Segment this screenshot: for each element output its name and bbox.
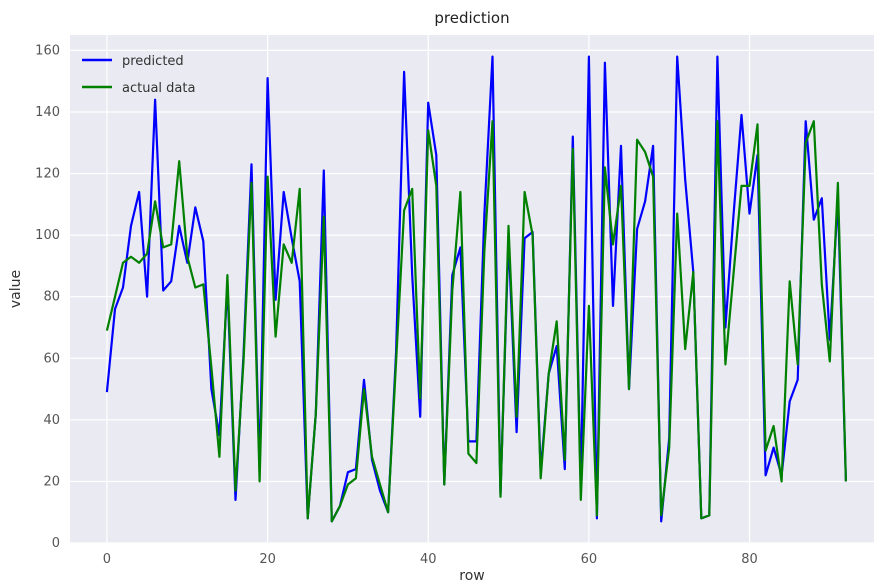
legend: predicted actual data [82, 54, 195, 96]
y-tick-label: 80 [43, 290, 60, 305]
x-tick-label: 60 [581, 552, 598, 567]
x-tick-label: 20 [259, 552, 276, 567]
y-tick-label: 20 [43, 474, 60, 489]
legend-label: predicted [122, 54, 184, 69]
y-tick-label: 0 [52, 536, 60, 551]
x-tick-label: 80 [741, 552, 758, 567]
y-axis-ticks: 0 20 40 60 80 100 120 140 160 [35, 43, 60, 551]
y-tick-label: 40 [43, 413, 60, 428]
x-axis-ticks: 0 20 40 60 80 [103, 552, 758, 567]
chart-title: prediction [434, 9, 509, 27]
plot-background [70, 35, 874, 543]
x-tick-label: 0 [103, 552, 111, 567]
y-tick-label: 140 [35, 105, 60, 120]
y-axis-label: value [8, 270, 24, 308]
y-tick-label: 120 [35, 167, 60, 182]
y-tick-label: 100 [35, 228, 60, 243]
y-tick-label: 160 [35, 43, 60, 58]
legend-label: actual data [122, 81, 195, 96]
series-layer [105, 55, 847, 523]
series-line-actual-data [105, 120, 847, 523]
x-tick-label: 40 [420, 552, 437, 567]
x-axis-label: row [459, 568, 484, 584]
y-tick-label: 60 [43, 351, 60, 366]
